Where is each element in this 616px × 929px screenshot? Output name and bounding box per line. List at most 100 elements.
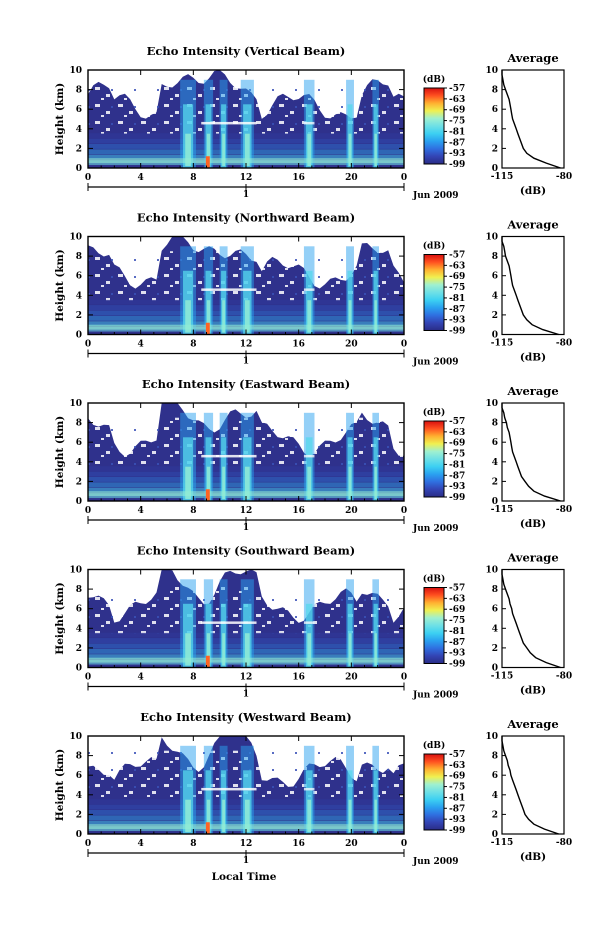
x-tick-label: 8: [190, 839, 196, 849]
average-x-tick-label: -115: [491, 339, 514, 349]
bright-band-segment: [201, 621, 257, 624]
colorbar-tick-label: -69: [449, 605, 465, 615]
x-tick-label: 0: [85, 340, 91, 350]
average-y-tick-label: 6: [492, 272, 498, 282]
panel-3: Echo Intensity (Eastward Beam)0 4 8 12 16 20 0…: [54, 377, 572, 534]
cloud-band-center: [206, 633, 211, 666]
cloud-band-center: [307, 799, 312, 833]
y-tick-label: 8: [76, 752, 82, 762]
heatmap-area: [88, 736, 404, 834]
colorbar-tick-label: -75: [449, 117, 465, 127]
x-tick-label: 0: [401, 506, 407, 516]
colorbar-tick-label: -75: [449, 783, 465, 793]
x-tick-label: 4: [138, 839, 144, 849]
colorbar-tick-label: -69: [449, 439, 465, 449]
cloud-band-center: [374, 300, 377, 333]
average-y-tick-label: 0: [492, 830, 498, 840]
colorbar: [423, 87, 445, 165]
average-xlabel: (dB): [520, 185, 546, 197]
colorbar-label: (dB): [423, 574, 445, 585]
heatmap-content: [88, 403, 404, 501]
cloud-band-center: [185, 466, 191, 500]
y-tick-label: 8: [76, 585, 82, 595]
echo-maximum: [205, 156, 210, 168]
average-x-tick-label: -80: [556, 838, 572, 848]
x-tick-label: 0: [401, 173, 407, 183]
average-y-tick-label: 8: [492, 252, 498, 262]
cloud-band-center: [185, 133, 191, 167]
average-profile-line: [501, 736, 559, 835]
cloud-band-center: [185, 633, 191, 666]
colorbar-tick-label: -87: [449, 471, 465, 481]
colorbar-tick-label: -93: [449, 649, 465, 659]
average-y-tick-label: 6: [492, 105, 498, 115]
average-y-tick-label: 8: [492, 86, 498, 96]
average-y-tick-label: 2: [492, 144, 498, 154]
day-marker: 1: [243, 357, 249, 367]
day-marker: 1: [243, 856, 249, 866]
heatmap-content: [88, 70, 404, 168]
average-y-tick-label: 6: [492, 438, 498, 448]
y-tick-label: 10: [69, 732, 82, 742]
colorbar-tick-label: -63: [449, 761, 465, 771]
colorbar-tick-label: -69: [449, 272, 465, 282]
cloud-band-center: [374, 466, 377, 500]
panel-2: Echo Intensity (Northward Beam)0 4 8 12 16 20…: [54, 211, 572, 368]
colorbar-tick-label: -87: [449, 804, 465, 814]
y-tick-label: 4: [76, 291, 82, 301]
cloud-band-center: [348, 466, 352, 500]
x-tick-label: 0: [401, 839, 407, 849]
colorbar-tick-label: -87: [449, 138, 465, 148]
day-marker: 1: [243, 523, 249, 533]
x-tick-label: 0: [85, 673, 91, 683]
y-axis-label: Height (km): [54, 749, 66, 821]
y-tick-label: 8: [76, 419, 82, 429]
colorbar-tick-label: -93: [449, 815, 465, 825]
average-y-tick-label: 4: [492, 125, 498, 135]
average-y-tick-label: 10: [485, 399, 498, 409]
x-tick-label: 12: [240, 506, 253, 516]
surface-layer: [88, 324, 404, 330]
x-tick-label: 8: [190, 506, 196, 516]
average-y-tick-label: 0: [492, 664, 498, 674]
cloud-band-center: [222, 799, 226, 833]
colorbar-tick-label: -63: [449, 428, 465, 438]
average-x-tick-label: -115: [491, 505, 514, 515]
average-frame: [501, 735, 565, 835]
average-xlabel: (dB): [520, 518, 546, 530]
heatmap-content: [88, 736, 404, 834]
average-x-tick-label: -80: [556, 505, 572, 515]
x-tick-label: 8: [190, 173, 196, 183]
x-tick-label: 4: [138, 173, 144, 183]
bright-band-segment: [201, 787, 257, 791]
average-y-tick-label: 10: [485, 233, 498, 243]
colorbar-tick-label: -69: [449, 772, 465, 782]
y-tick-label: 0: [76, 830, 82, 840]
colorbar: [423, 420, 445, 498]
y-tick-label: 2: [76, 144, 82, 154]
surface-layer: [88, 657, 404, 663]
average-xlabel: (dB): [520, 352, 546, 364]
average-title: Average: [506, 717, 558, 731]
bright-band-segment: [303, 787, 315, 791]
x-tick-label: 0: [85, 506, 91, 516]
average-y-tick-label: 10: [485, 566, 498, 576]
heatmap-content: [88, 236, 404, 335]
x-tick-label: 16: [292, 173, 305, 183]
cloud-band-center: [348, 633, 352, 666]
x-tick-label: 20: [345, 340, 358, 350]
date-label: Jun 2009: [412, 358, 459, 368]
x-tick-label: 20: [345, 673, 358, 683]
colorbar: [423, 587, 445, 664]
y-tick-label: 10: [69, 566, 82, 576]
x-tick-label: 0: [85, 173, 91, 183]
heatmap-area: [88, 569, 404, 668]
colorbar-tick-label: -81: [449, 294, 465, 304]
colorbar-tick-label: -87: [449, 638, 465, 648]
x-tick-label: 16: [292, 340, 305, 350]
cloud-band-center: [185, 799, 191, 833]
average-frame: [501, 69, 565, 169]
colorbar-tick-label: -63: [449, 95, 465, 105]
x-tick-label: 4: [138, 506, 144, 516]
average-y-tick-label: 6: [492, 771, 498, 781]
